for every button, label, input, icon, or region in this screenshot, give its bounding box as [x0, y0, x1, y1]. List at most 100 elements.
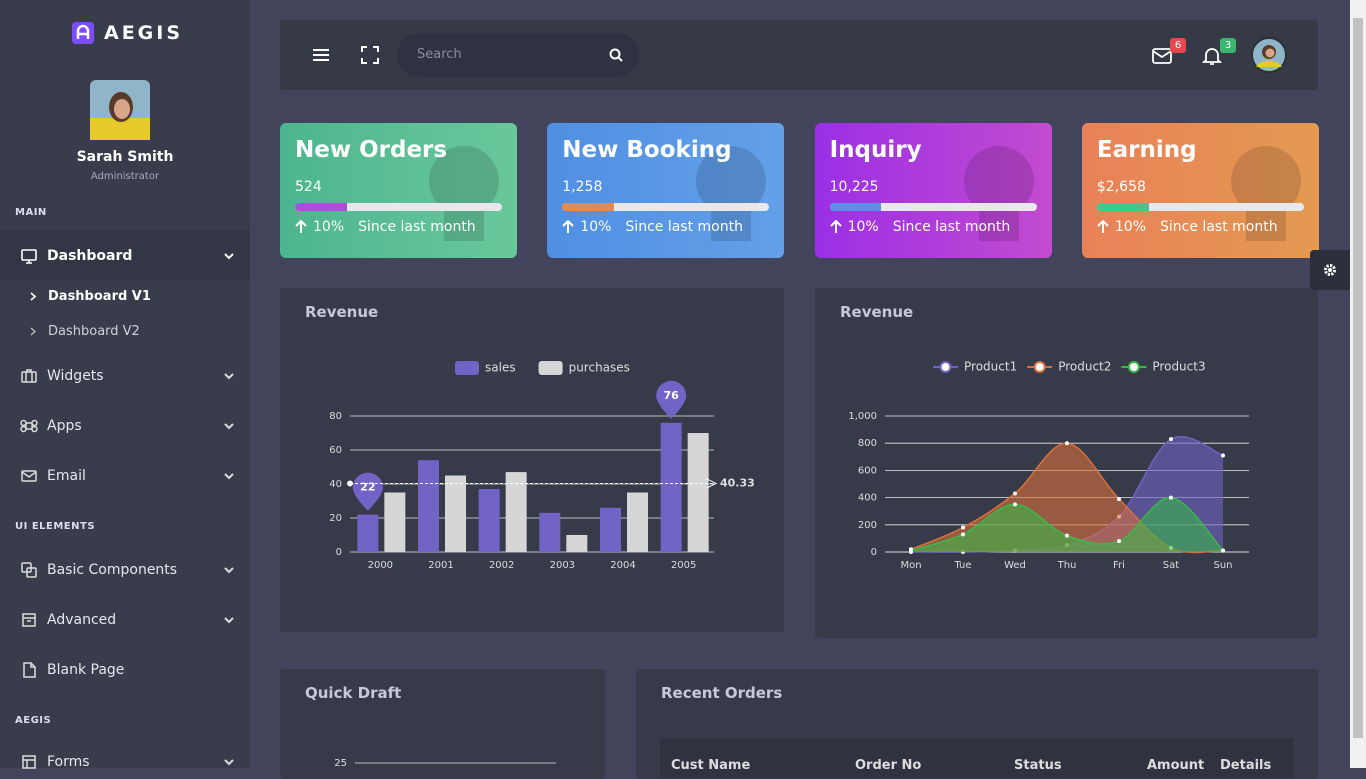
brand[interactable]: AEGIS	[72, 22, 183, 44]
card-title: New Booking	[562, 137, 732, 163]
search-box[interactable]: Search	[397, 33, 639, 77]
bar	[687, 433, 709, 552]
panel-title: Quick Draft	[305, 684, 402, 702]
fullscreen-button[interactable]	[361, 46, 379, 64]
bar	[445, 475, 466, 552]
point	[961, 532, 965, 537]
column-header: Amount	[1147, 758, 1205, 773]
menu-item[interactable]: Apps	[20, 416, 235, 436]
legend-label: Product2	[1058, 360, 1111, 374]
x-tick-label: 2000	[368, 560, 393, 571]
active-item-bg	[0, 230, 250, 280]
column-header: Details	[1220, 758, 1272, 773]
mail-badge: 6	[1170, 38, 1186, 53]
legend-marker	[1127, 361, 1140, 373]
brand-icon	[72, 22, 94, 44]
bar	[418, 460, 439, 552]
submenu-label: Dashboard V2	[48, 324, 140, 339]
menu-item[interactable]: Dashboard	[20, 246, 235, 266]
top-bar: Search 6 3	[280, 20, 1318, 90]
panel-title: Recent Orders	[661, 684, 783, 702]
average-arrow	[705, 477, 718, 489]
marker-pin	[352, 472, 383, 511]
y-tick-label: 600	[858, 465, 877, 476]
card-value: $2,658	[1096, 179, 1146, 195]
change-value: 10%	[847, 219, 879, 235]
y-tick-label: 40	[329, 479, 342, 490]
settings-button[interactable]	[1310, 250, 1350, 290]
card-change: 10% Since last month	[562, 219, 743, 235]
menu-label: Email	[47, 468, 86, 484]
bar-chart: 0 20 40 60 80 sales purchases 2000 2001 2002 2003 2…	[329, 361, 755, 572]
card-change: 10% Since last month	[1097, 219, 1278, 235]
menu-item[interactable]: Email	[20, 466, 235, 486]
x-tick-label: Mon	[900, 560, 921, 571]
progress-fill	[295, 203, 347, 211]
column-header: Cust Name	[671, 758, 751, 773]
menu-label: Apps	[47, 418, 82, 434]
bar	[660, 422, 682, 552]
marker-label: 22	[360, 481, 375, 494]
bar	[566, 535, 588, 552]
table-header: Cust Name Order No Status Amount Details	[660, 738, 1293, 778]
point	[1013, 491, 1017, 496]
menu-label: Forms	[47, 754, 90, 770]
legend-marker	[1033, 361, 1046, 373]
table-panel: Recent Orders Cust Name Order No Status Amo…	[636, 669, 1318, 779]
card-title: Inquiry	[829, 137, 922, 163]
user-role: Administrator	[90, 171, 160, 182]
point	[1013, 502, 1017, 507]
panel-title: Revenue	[840, 303, 914, 321]
menu-label: Basic Components	[47, 562, 178, 578]
marker-pin	[656, 380, 687, 419]
progress-track	[1096, 203, 1304, 211]
card-change: 10% Since last month	[295, 219, 476, 235]
x-tick-label: Wed	[1004, 560, 1026, 571]
scrollbar	[1350, 0, 1366, 768]
average-label: 40.33	[720, 476, 755, 489]
marker-label: 76	[664, 389, 680, 402]
profile-avatar[interactable]	[1251, 37, 1287, 73]
notification-icon[interactable]	[1202, 46, 1222, 66]
user-name: Sarah Smith	[76, 149, 174, 165]
submenu-label: Dashboard V1	[48, 289, 151, 304]
column-header: Order No	[855, 758, 922, 773]
point	[961, 525, 965, 530]
card-title: Earning	[1096, 137, 1197, 163]
progress-fill	[1096, 203, 1149, 211]
search-icon[interactable]	[609, 48, 623, 62]
change-note: Since last month	[358, 219, 476, 235]
submenu-item[interactable]: Dashboard V1	[30, 289, 151, 304]
notification-badge: 3	[1220, 38, 1236, 53]
menu-toggle[interactable]	[312, 47, 330, 63]
legend-marker	[939, 361, 952, 373]
menu-item[interactable]: Widgets	[20, 366, 235, 386]
card-value: 524	[295, 179, 322, 195]
submenu-item[interactable]: Dashboard V2	[30, 324, 140, 339]
point	[1169, 495, 1173, 500]
legend-label: Product1	[964, 360, 1017, 374]
x-tick-label: Thu	[1057, 560, 1077, 571]
sidebar: AEGIS Sarah Smith Administrator MAIN Das…	[0, 0, 250, 770]
user-avatar[interactable]	[90, 80, 150, 140]
x-tick-label: 2001	[428, 560, 453, 571]
bar	[384, 492, 406, 552]
column-header: Status	[1014, 758, 1062, 773]
point	[1117, 539, 1121, 544]
menu-item[interactable]: Blank Page	[20, 660, 235, 680]
y-tick-label: 0	[871, 547, 877, 558]
change-note: Since last month	[625, 219, 743, 235]
menu-item[interactable]: Basic Components	[20, 560, 235, 580]
mail-icon[interactable]	[1152, 48, 1172, 64]
progress-track	[295, 203, 502, 211]
bar	[539, 512, 561, 552]
menu-label: Blank Page	[47, 662, 125, 678]
y-tick-label: 25	[334, 758, 347, 769]
card-value: 10,225	[829, 179, 879, 195]
menu-item[interactable]: Forms	[20, 752, 235, 772]
progress-fill	[829, 203, 882, 211]
line-chart: 25	[334, 758, 556, 769]
x-tick-label: Tue	[953, 560, 971, 571]
bar	[357, 514, 379, 552]
menu-item[interactable]: Advanced	[20, 610, 235, 630]
